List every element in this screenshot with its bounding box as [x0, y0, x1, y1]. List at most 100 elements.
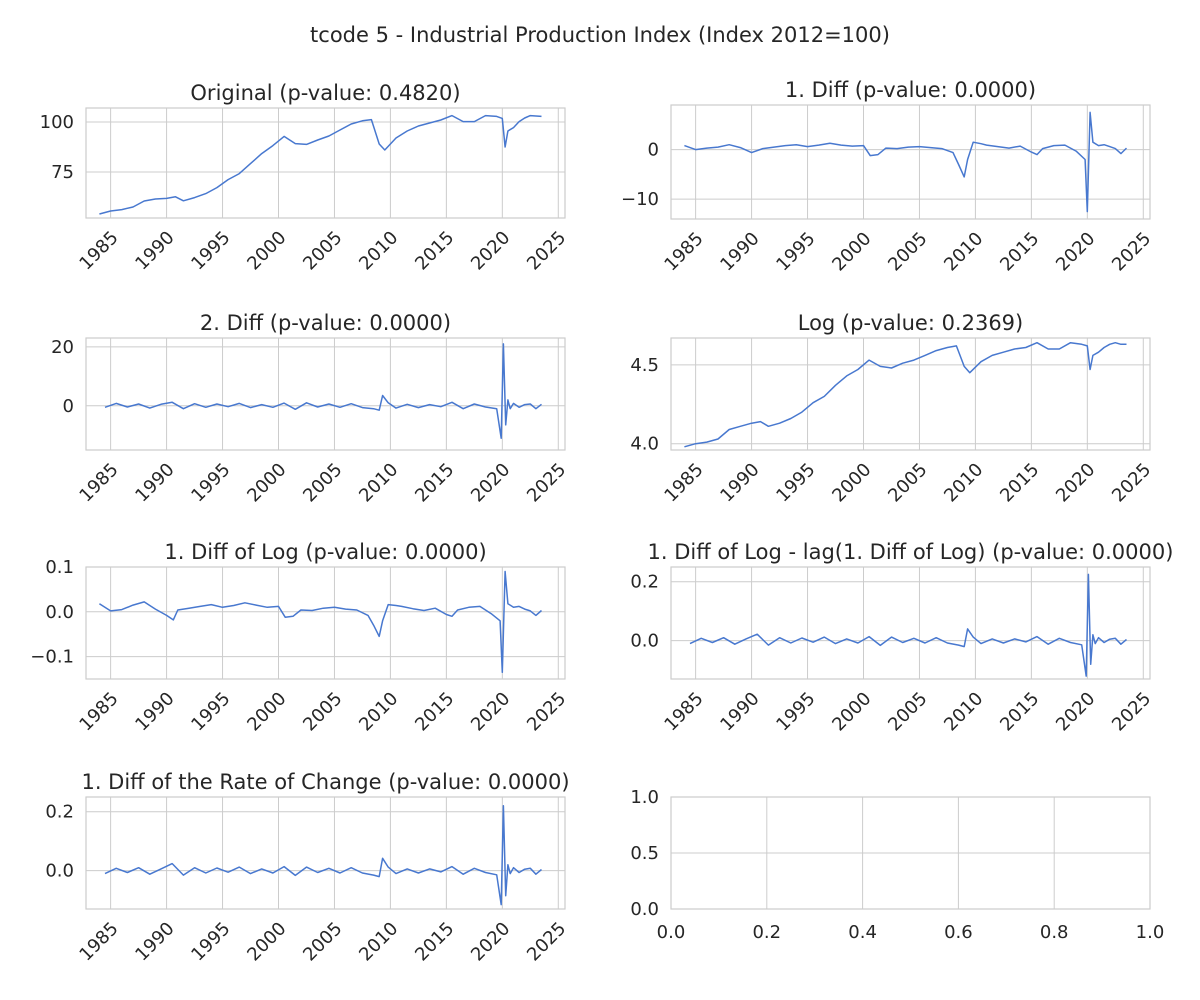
x-tick-label: 0.4 — [848, 922, 877, 943]
axes-frame — [85, 337, 566, 451]
x-tick-label: 1985 — [660, 688, 707, 735]
x-tick-label: 2020 — [1052, 688, 1099, 735]
series-line — [98, 570, 542, 674]
x-tick-label: 1985 — [75, 688, 122, 735]
subplot-title: 1. Diff of Log - lag(1. Diff of Log) (p-… — [648, 540, 1174, 564]
x-tick-label: 2005 — [299, 918, 346, 965]
x-tick-label: 2005 — [884, 459, 931, 506]
subplot-title: 1. Diff (p-value: 0.0000) — [785, 78, 1036, 102]
x-tick-label: 1995 — [187, 459, 234, 506]
x-tick-label: 2000 — [828, 688, 875, 735]
x-tick-label: 2010 — [355, 688, 402, 735]
x-tick-label: 1985 — [75, 918, 122, 965]
y-tick-label: 0 — [648, 140, 659, 161]
x-tick-label: 2005 — [299, 227, 346, 274]
x-tick-label: 1.0 — [1136, 922, 1165, 943]
y-tick-label: 0.2 — [45, 802, 74, 823]
x-tick-label: 1985 — [75, 459, 122, 506]
x-tick-label: 2015 — [996, 228, 1043, 275]
x-tick-label: 2020 — [467, 459, 514, 506]
x-tick-label: 2025 — [523, 459, 570, 506]
x-tick-label: 2015 — [996, 459, 1043, 506]
x-tick-label: 2025 — [1108, 688, 1155, 735]
axes-frame — [85, 796, 566, 910]
subplot-7: 1985 1990 1995 2000 2005 2010 2015 2020 2025 0.0 0… — [45, 770, 570, 965]
x-tick-label: 1985 — [75, 227, 122, 274]
y-tick-label: 75 — [51, 162, 74, 183]
x-tick-label: 1995 — [187, 688, 234, 735]
y-tick-label: 0.0 — [45, 861, 74, 882]
x-tick-label: 2025 — [523, 918, 570, 965]
x-tick-label: 1990 — [131, 459, 178, 506]
y-tick-label: −10 — [621, 189, 659, 210]
x-tick-label: 0.2 — [752, 922, 781, 943]
x-tick-label: 1990 — [716, 688, 763, 735]
x-tick-label: 1990 — [131, 918, 178, 965]
x-tick-label: 2010 — [355, 459, 402, 506]
x-tick-label: 2015 — [411, 459, 458, 506]
x-tick-label: 2000 — [243, 918, 290, 965]
axes-frame — [670, 104, 1151, 220]
x-tick-label: 2015 — [411, 227, 458, 274]
axes-frame — [85, 107, 566, 219]
x-tick-label: 2005 — [299, 459, 346, 506]
x-tick-label: 1985 — [660, 228, 707, 275]
x-tick-label: 2010 — [355, 227, 402, 274]
x-tick-label: 2005 — [299, 688, 346, 735]
series-line — [99, 114, 542, 215]
subplot-8: 0.0 0.2 0.4 0.6 0.8 1.0 0.0 0.5 1.0 — [630, 787, 1164, 943]
y-tick-label: 0.0 — [45, 602, 74, 623]
figure-title: tcode 5 - Industrial Production Index (I… — [310, 23, 890, 47]
y-tick-label: 0.2 — [630, 572, 659, 593]
x-tick-label: 1990 — [131, 688, 178, 735]
y-tick-label: 0.0 — [630, 899, 659, 920]
x-tick-label: 2010 — [355, 918, 402, 965]
y-tick-label: 0.0 — [630, 631, 659, 652]
subplot-title: Log (p-value: 0.2369) — [798, 311, 1024, 335]
subplot-3: 1985 1990 1995 2000 2005 2010 2015 2020 2025 0 20 2… — [51, 311, 570, 506]
x-tick-label: 2015 — [411, 688, 458, 735]
y-tick-label: 0 — [63, 396, 74, 417]
x-tick-label: 2010 — [940, 228, 987, 275]
y-tick-label: 1.0 — [630, 787, 659, 808]
subplot-2: 1985 1990 1995 2000 2005 2010 2015 2020 2025 −10 0… — [621, 78, 1155, 275]
x-tick-label: 2000 — [828, 228, 875, 275]
y-tick-label: 0.1 — [45, 557, 74, 578]
subplot-1: 1985 1990 1995 2000 2005 2010 2015 2020 2025 75 10… — [40, 81, 571, 274]
y-tick-label: 4.0 — [630, 434, 659, 455]
x-tick-label: 2020 — [1052, 228, 1099, 275]
x-tick-label: 0.6 — [944, 922, 973, 943]
y-tick-label: 4.5 — [630, 355, 659, 376]
x-tick-label: 2000 — [828, 459, 875, 506]
x-tick-label: 1995 — [772, 459, 819, 506]
x-tick-label: 2005 — [884, 228, 931, 275]
axes-frame — [670, 796, 1151, 910]
series-line — [689, 573, 1127, 677]
x-tick-label: 2025 — [523, 688, 570, 735]
x-tick-label: 2005 — [884, 688, 931, 735]
y-tick-label: 100 — [40, 112, 74, 133]
x-tick-label: 1990 — [716, 228, 763, 275]
subplot-title: 1. Diff of the Rate of Change (p-value: … — [81, 770, 569, 794]
x-tick-label: 1990 — [716, 459, 763, 506]
subplot-6: 1985 1990 1995 2000 2005 2010 2015 2020 2025 0.0 0… — [630, 540, 1173, 735]
x-tick-label: 2020 — [1052, 459, 1099, 506]
series-line — [684, 111, 1128, 213]
axes-frame — [670, 337, 1151, 451]
subplot-title: 1. Diff of Log (p-value: 0.0000) — [164, 540, 486, 564]
subplot-title: Original (p-value: 0.4820) — [190, 81, 460, 105]
subplot-5: 1985 1990 1995 2000 2005 2010 2015 2020 2025 −0.1… — [30, 540, 570, 735]
x-tick-label: 2015 — [996, 688, 1043, 735]
x-tick-label: 2000 — [243, 227, 290, 274]
x-tick-label: 1995 — [187, 918, 234, 965]
subplot-4: 1985 1990 1995 2000 2005 2010 2015 2020 2025 4.0 4… — [630, 311, 1155, 506]
series-line — [104, 343, 542, 439]
x-tick-label: 2015 — [411, 918, 458, 965]
x-tick-label: 0.8 — [1040, 922, 1069, 943]
x-tick-label: 1995 — [772, 228, 819, 275]
y-tick-label: 0.5 — [630, 843, 659, 864]
series-line — [104, 805, 542, 906]
x-tick-label: 2025 — [1108, 228, 1155, 275]
x-tick-label: 1995 — [772, 688, 819, 735]
